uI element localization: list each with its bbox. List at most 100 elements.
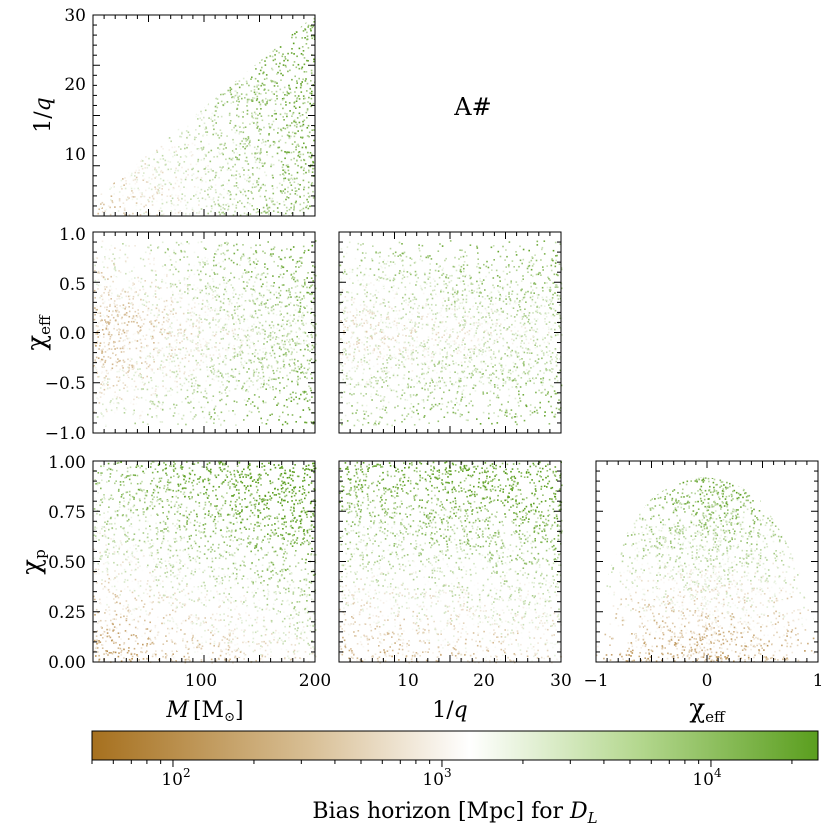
scatter-point xyxy=(181,417,183,420)
scatter-point xyxy=(267,19,269,22)
scatter-point xyxy=(105,286,108,288)
scatter-point xyxy=(106,281,109,283)
scatter-point xyxy=(196,190,198,193)
scatter-point xyxy=(186,146,188,149)
scatter-point xyxy=(107,23,109,25)
scatter-point xyxy=(104,351,107,353)
scatter-point xyxy=(158,174,160,176)
scatter-point xyxy=(181,49,183,52)
scatter-point xyxy=(313,314,315,316)
scatter-point xyxy=(249,35,251,37)
scatter-point xyxy=(168,188,170,191)
scatter-point xyxy=(171,82,174,85)
scatter-point xyxy=(126,117,128,119)
scatter-point xyxy=(298,266,300,268)
scatter-point xyxy=(138,344,141,346)
scatter-point xyxy=(101,36,104,38)
scatter-point xyxy=(100,246,103,248)
scatter-point xyxy=(227,375,230,378)
scatter-point xyxy=(179,352,181,354)
scatter-point xyxy=(170,49,172,51)
scatter-point xyxy=(181,111,184,114)
scatter-point xyxy=(201,410,204,413)
scatter-point xyxy=(186,92,189,94)
scatter-point xyxy=(300,363,303,366)
scatter-point xyxy=(265,211,268,214)
scatter-point xyxy=(165,66,167,68)
scatter-point xyxy=(176,391,179,394)
scatter-point xyxy=(190,155,193,157)
scatter-point xyxy=(183,161,186,163)
scatter-point xyxy=(119,337,122,339)
scatter-point xyxy=(145,367,148,370)
scatter-point xyxy=(280,72,282,75)
scatter-point xyxy=(101,184,104,187)
scatter-point xyxy=(238,380,240,382)
scatter-point xyxy=(110,400,112,402)
scatter-point xyxy=(151,416,153,418)
scatter-point xyxy=(242,281,245,283)
scatter-point xyxy=(303,119,306,122)
scatter-point xyxy=(108,20,110,23)
scatter-point xyxy=(314,343,317,345)
scatter-point xyxy=(132,298,134,300)
scatter-point xyxy=(242,122,244,124)
scatter-point xyxy=(116,307,118,309)
scatter-point xyxy=(100,33,102,36)
scatter-point xyxy=(129,24,131,27)
scatter-point xyxy=(255,244,257,247)
scatter-point xyxy=(195,359,197,362)
scatter-point xyxy=(275,50,278,52)
scatter-point xyxy=(296,55,298,58)
scatter-point xyxy=(226,326,228,329)
scatter-point xyxy=(239,148,242,150)
scatter-point xyxy=(273,282,275,284)
scatter-point xyxy=(152,198,155,200)
scatter-point xyxy=(147,310,149,312)
scatter-point xyxy=(285,101,287,103)
scatter-point xyxy=(225,241,228,244)
scatter-point xyxy=(256,180,258,182)
scatter-point xyxy=(268,134,270,136)
scatter-point xyxy=(261,99,264,102)
scatter-point xyxy=(306,305,308,307)
scatter-point xyxy=(134,291,136,294)
scatter-point xyxy=(279,88,282,91)
scatter-point xyxy=(259,29,261,31)
scatter-point xyxy=(146,75,148,77)
scatter-point xyxy=(140,106,142,108)
scatter-point xyxy=(222,211,224,214)
scatter-point xyxy=(102,363,105,366)
scatter-point xyxy=(221,309,224,311)
scatter-point xyxy=(212,170,214,172)
scatter-point xyxy=(282,358,285,361)
scatter-point xyxy=(310,334,313,336)
scatter-point xyxy=(119,103,121,105)
scatter-point xyxy=(168,318,170,321)
scatter-point xyxy=(157,286,159,289)
scatter-point xyxy=(293,362,296,364)
scatter-point xyxy=(220,184,223,187)
scatter-point xyxy=(226,249,228,252)
scatter-point xyxy=(120,317,123,320)
scatter-point xyxy=(219,317,222,320)
scatter-point xyxy=(257,80,259,82)
scatter-point xyxy=(153,342,155,344)
scatter-point xyxy=(310,322,312,325)
scatter-point xyxy=(140,376,142,378)
scatter-point xyxy=(246,160,248,163)
scatter-point xyxy=(303,398,306,401)
scatter-point xyxy=(102,276,105,279)
scatter-point xyxy=(94,279,97,282)
scatter-point xyxy=(189,339,192,342)
scatter-point xyxy=(211,186,213,188)
scatter-point xyxy=(150,323,153,325)
scatter-point xyxy=(297,280,299,283)
scatter-point xyxy=(105,369,108,372)
scatter-point xyxy=(254,161,257,164)
scatter-point xyxy=(217,357,219,359)
scatter-point xyxy=(262,296,264,298)
scatter-point xyxy=(254,267,256,269)
scatter-point xyxy=(287,178,290,181)
scatter-point xyxy=(147,365,150,368)
